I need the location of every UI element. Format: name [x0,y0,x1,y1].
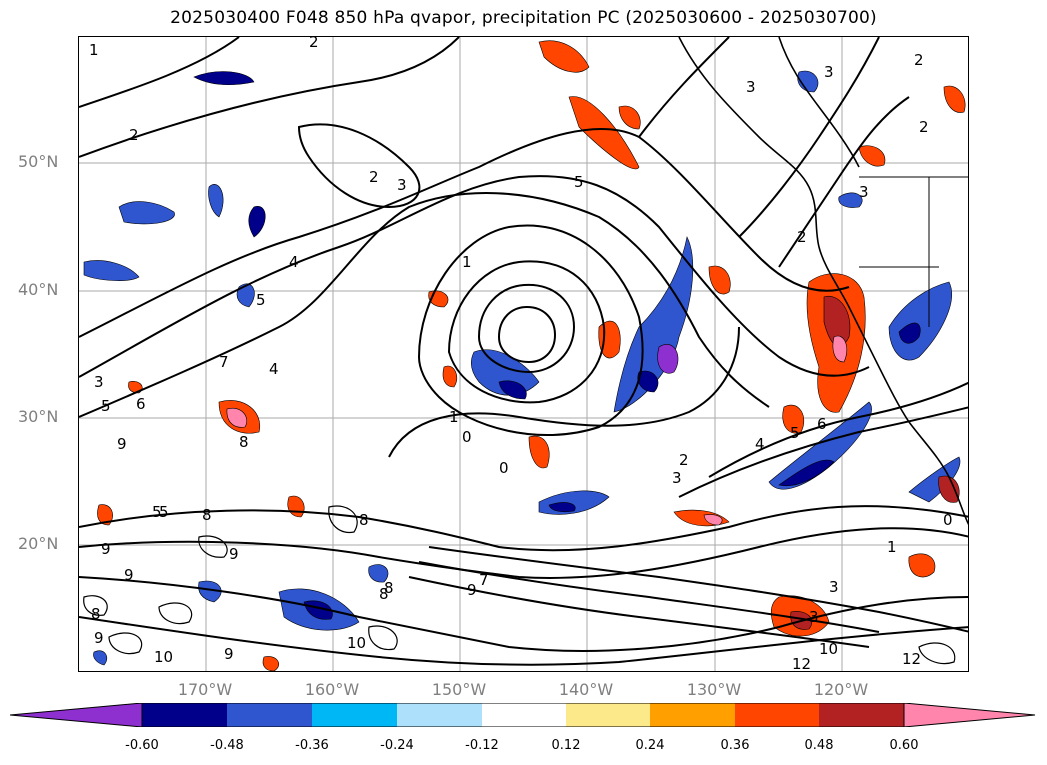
minor-contours [83,505,956,665]
contour-label: 7 [479,571,489,589]
contour-label: 3 [809,608,819,626]
colorbar-segment [312,703,397,727]
contour-label: 2 [369,168,379,186]
contour-label: 5 [159,503,169,521]
contour-label: 8 [384,579,394,597]
contour-label: 9 [101,540,111,558]
contour-label: 3 [829,578,839,596]
contour-label: 9 [224,645,234,663]
contour-label: 1 [887,538,897,556]
colorbar-segment [650,703,735,727]
contour-label: 3 [746,78,756,96]
contour-label-group: 1 2 2 3 2 3 5 4 5 1 7 4 3 5 6 8 9 1 0 0 … [89,37,953,672]
map-panel: 1 2 2 3 2 3 5 4 5 1 7 4 3 5 6 8 9 1 0 0 … [78,36,969,672]
colorbar-tick-label: 0.48 [804,738,834,753]
contour-label: 3 [859,183,869,201]
contour-label: 4 [289,253,299,271]
lon-label-140w: 140°W [558,680,614,699]
lat-label-30n: 30°N [18,407,59,426]
colorbar-segment [735,703,819,727]
contour-label: 8 [379,585,389,603]
contour-label: 10 [347,634,366,652]
lat-label-50n: 50°N [18,152,59,171]
contour-label: 9 [117,435,127,453]
colorbar-tick-label: 0.24 [635,738,665,753]
contour-label: 12 [792,655,811,672]
contour-label: 9 [94,629,104,647]
colorbar-segment [819,703,904,727]
contour-label: 10 [154,648,173,666]
colorbar-tick-label: -0.36 [295,738,329,753]
contour-label: 8 [91,605,101,623]
contour-label: 1 [449,408,459,426]
contour-label: 1 [462,253,472,271]
contour-label: 5 [152,503,162,521]
lat-label-40n: 40°N [18,280,59,299]
colorbar-tick-label: 0.36 [720,738,750,753]
colorbar-tick-label: 0.60 [889,738,919,753]
contour-label: 7 [219,353,229,371]
colorbar-tick-label: 0.12 [551,738,581,753]
contour-lines [79,37,968,666]
contour-label: 8 [239,433,249,451]
lon-label-170w: 170°W [177,680,233,699]
negative-anomaly-fills [83,70,961,666]
contour-label: 3 [94,373,104,391]
contour-label: 5 [574,173,584,191]
contour-label: 6 [817,415,827,433]
colorbar-segment [397,703,482,727]
contour-label: 5 [101,397,111,415]
colorbar-tick-label: -0.48 [210,738,244,753]
contour-label: 5 [256,291,266,309]
lat-label-20n: 20°N [18,534,59,553]
contour-label: 2 [309,37,319,51]
contour-label: 0 [499,459,509,477]
lon-label-160w: 160°W [304,680,360,699]
contour-label: 3 [824,63,834,81]
lon-label-150w: 150°W [431,680,487,699]
colorbar-extend-right [903,703,1036,727]
contour-label: 5 [790,424,800,442]
colorbar-segment [566,703,650,727]
colorbar-tick-label: -0.24 [380,738,414,753]
contour-label: 2 [129,126,139,144]
contour-label: 2 [797,228,807,246]
lon-label-130w: 130°W [686,680,742,699]
contour-label: 2 [679,451,689,469]
contour-label: 1 [89,41,99,59]
contour-label: 4 [269,360,279,378]
contour-label: 2 [919,118,929,136]
contour-label: 6 [136,395,146,413]
coastline [678,37,968,525]
colorbar-tick-label: -0.12 [465,738,499,753]
contour-label: 9 [229,545,239,563]
contour-label: 12 [902,650,921,668]
colorbar-segment [482,703,566,727]
colorbar-tick-label: -0.60 [125,738,159,753]
contour-label: 8 [202,506,212,524]
contour-label: 0 [462,428,472,446]
contour-label: 10 [819,640,838,658]
contour-label: 3 [672,469,682,487]
colorbar [10,703,1036,727]
colorbar-segment [227,703,312,727]
map-title: 2025030400 F048 850 hPa qvapor, precipit… [170,8,877,28]
contour-label: 0 [943,511,953,529]
lon-label-120w: 120°W [813,680,869,699]
contour-label: 8 [359,511,369,529]
contour-label: 2 [914,51,924,69]
contour-label: 4 [755,435,765,453]
map-canvas: 1 2 2 3 2 3 5 4 5 1 7 4 3 5 6 8 9 1 0 0 … [79,37,968,672]
contour-label: 3 [397,176,407,194]
colorbar-segment [142,703,227,727]
contour-label: 9 [124,566,134,584]
contour-label: 9 [467,581,477,599]
colorbar-extend-left [10,703,143,727]
positive-anomaly-fills [97,40,966,671]
